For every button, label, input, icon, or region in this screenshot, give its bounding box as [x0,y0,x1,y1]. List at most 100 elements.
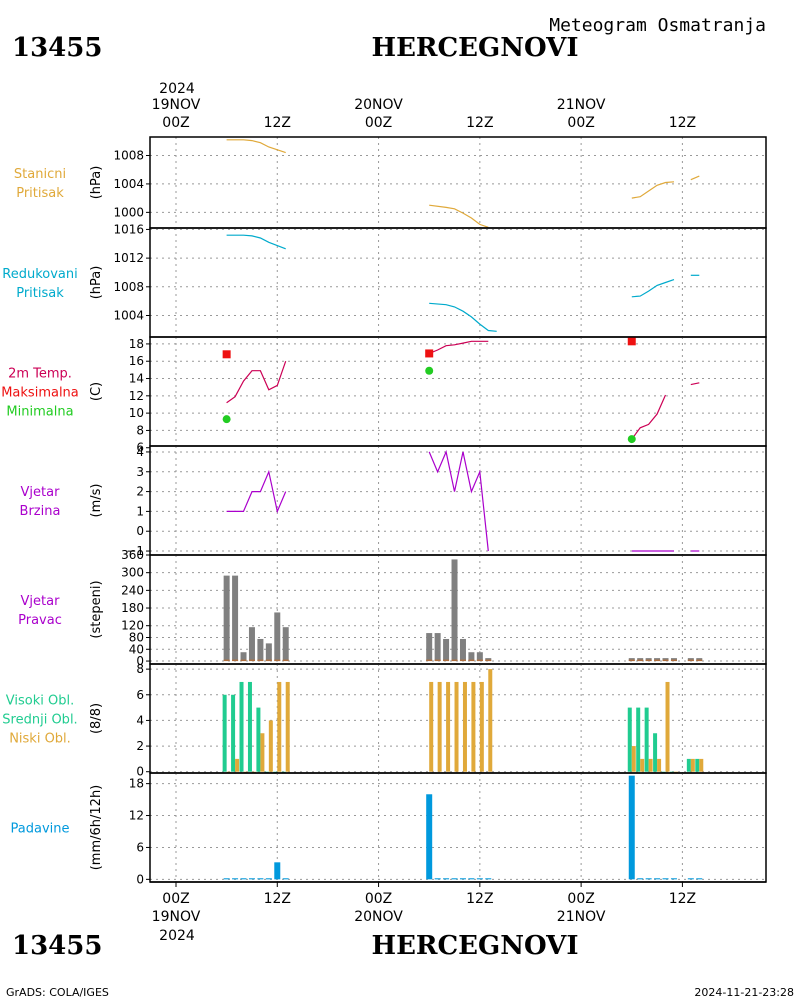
bar [662,659,669,662]
bar [443,878,450,880]
panel-reduced_pressure: 1004 1008 1012 1016 (hPa) Redukovani Pritisak [2,222,767,338]
bottom-hour-label: 12Z [466,891,493,907]
bar [265,643,272,662]
panel-label: Padavine [11,822,70,837]
panels: 100010041008(hPa)StanicniPritisak1004100… [1,136,767,886]
bar [699,758,704,772]
bar [281,771,286,773]
bar [240,652,247,662]
panel-frame [149,227,767,338]
bar [239,681,244,772]
bar [459,659,466,662]
bar [243,771,248,773]
series-line [226,139,286,154]
bar [654,878,661,880]
panel-label: Pravac [18,613,62,628]
y-tick-label: 2 [136,739,144,753]
bar [257,638,264,662]
bar [640,758,645,772]
y-tick-label: 1012 [113,251,144,265]
bar [443,638,450,662]
bar [696,659,703,662]
y-tick-label: 6 [136,441,144,455]
y-tick-label: 240 [121,583,144,597]
bar [240,878,247,880]
bar [451,559,458,662]
bar [260,733,265,772]
bar [273,771,278,773]
bar [268,720,273,772]
series-line [428,449,489,552]
panel-temperature: 6 8 10 12 14 16 18 (C) 2m Temp. Maksimalna Minimal… [1,336,767,455]
series-line [690,382,700,386]
y-tick-label: 2 [136,485,144,499]
y-axis-label: (8/8) [89,703,104,734]
y-axis-label: (hPa) [89,166,104,200]
y-tick-label: 120 [121,619,144,633]
bottom-hour-label: 12Z [264,891,291,907]
bar [426,659,433,662]
bar [265,659,272,662]
bottom-hour-label: 12Z [669,891,696,907]
series-line [631,181,675,199]
bar [223,575,230,662]
top-hour-label: 00Z [162,115,189,131]
bar [627,707,632,772]
bar [235,758,240,772]
bar [485,659,492,662]
bar [644,707,649,772]
bar [468,659,475,662]
panel-label: Pritisak [16,286,64,301]
panel-precipitation: 0 6 12 18 (mm/6h/12h) Padavine [11,772,767,886]
series-line [226,234,286,250]
top-date-label: 20NOV [354,97,403,113]
bar [265,878,272,880]
panel-frame [149,136,767,229]
y-tick-label: 0 [136,872,144,886]
y-tick-label: 0 [136,524,144,538]
bar [471,681,476,772]
y-tick-label: 0 [136,765,144,779]
series-line [690,175,700,181]
panel-label: 2m Temp. [8,367,72,382]
bar [248,659,255,662]
bar [226,771,231,773]
panel-label: Brzina [20,504,61,519]
bar [462,681,467,772]
footer-station-name: HERCEGNOVI [372,931,579,961]
plot-area [226,449,700,552]
bar [232,878,239,880]
bar [670,659,677,662]
bar [687,659,694,662]
top-hour-label: 00Z [365,115,392,131]
bar [451,659,458,662]
station-name: HERCEGNOVI [372,33,579,63]
bar [648,758,653,772]
y-tick-label: 4 [136,713,144,727]
panel-label: Visoki Obl. [6,694,74,709]
bar [645,878,652,880]
plot-area [223,775,703,880]
bar [695,758,700,772]
panel-wind_speed: −1 0 1 2 3 4 (m/s) Vjetar Brzina [20,445,767,558]
panel-label: Maksimalna [1,386,79,401]
footer-station-id: 13455 [12,931,102,961]
y-tick-label: 12 [129,809,144,823]
bar [434,878,441,880]
panel-pressure: 1000 1004 1008 (hPa) Stanicni Pritisak [14,136,767,229]
y-axis-label: (mm/6h/12h) [89,785,104,871]
bar [476,659,483,662]
bar [459,878,466,880]
bar [282,659,289,662]
bar [631,746,636,772]
timestamp-text: 2024-11-21-23:28 [694,986,794,999]
bottom-date-label: 19NOV [152,909,201,925]
y-tick-label: 1 [136,504,144,518]
marker-circle [222,415,231,424]
panel-label: Redukovani [2,267,77,282]
bar [264,771,269,773]
y-tick-label: 0 [136,654,144,668]
panel-label: Srednji Obl. [2,713,77,728]
